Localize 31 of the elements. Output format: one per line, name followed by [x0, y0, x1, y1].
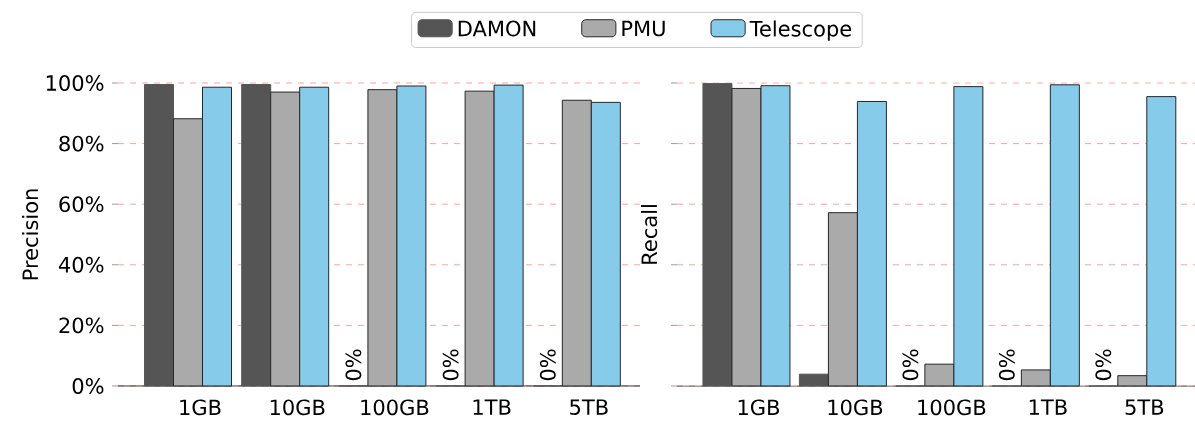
x-tick-label: 1GB [180, 399, 221, 416]
data-label: 0% [902, 349, 919, 381]
bar [702, 83, 733, 387]
bar [798, 373, 829, 387]
x-tick-label: 5TB [1125, 399, 1164, 415]
y-axis-title: Precision [21, 189, 39, 280]
data-label: 0% [1095, 349, 1112, 381]
data-label: 0% [345, 349, 362, 381]
x-tick-label: 10GB [828, 399, 883, 416]
x-tick-label: 1GB [738, 399, 779, 416]
x-tick-label: 100GB [361, 399, 429, 416]
bar [241, 84, 272, 387]
data-label: 0% [998, 349, 1015, 381]
y-tick-label: 100% [46, 75, 104, 91]
x-tick-label: 10GB [270, 399, 325, 416]
x-tick-label: 1TB [1029, 399, 1067, 415]
legend-label: DAMON [458, 20, 536, 37]
x-tick-label: 1TB [473, 399, 511, 415]
y-tick-label: 60% [59, 196, 104, 213]
y-tick-label: 40% [58, 256, 104, 273]
legend-label: PMU [622, 20, 665, 37]
bar [143, 84, 174, 387]
y-axis-title: Recall [640, 205, 658, 264]
data-label: 0% [539, 349, 556, 381]
x-tick-label: 5TB [570, 399, 608, 415]
data-label: 0% [442, 349, 459, 381]
y-tick-label: 20% [59, 317, 104, 334]
x-tick-label: 100GB [918, 399, 986, 416]
y-tick-label: 0% [72, 378, 104, 394]
y-tick-label: 80% [59, 135, 104, 152]
legend-label: Telescope [749, 20, 852, 41]
